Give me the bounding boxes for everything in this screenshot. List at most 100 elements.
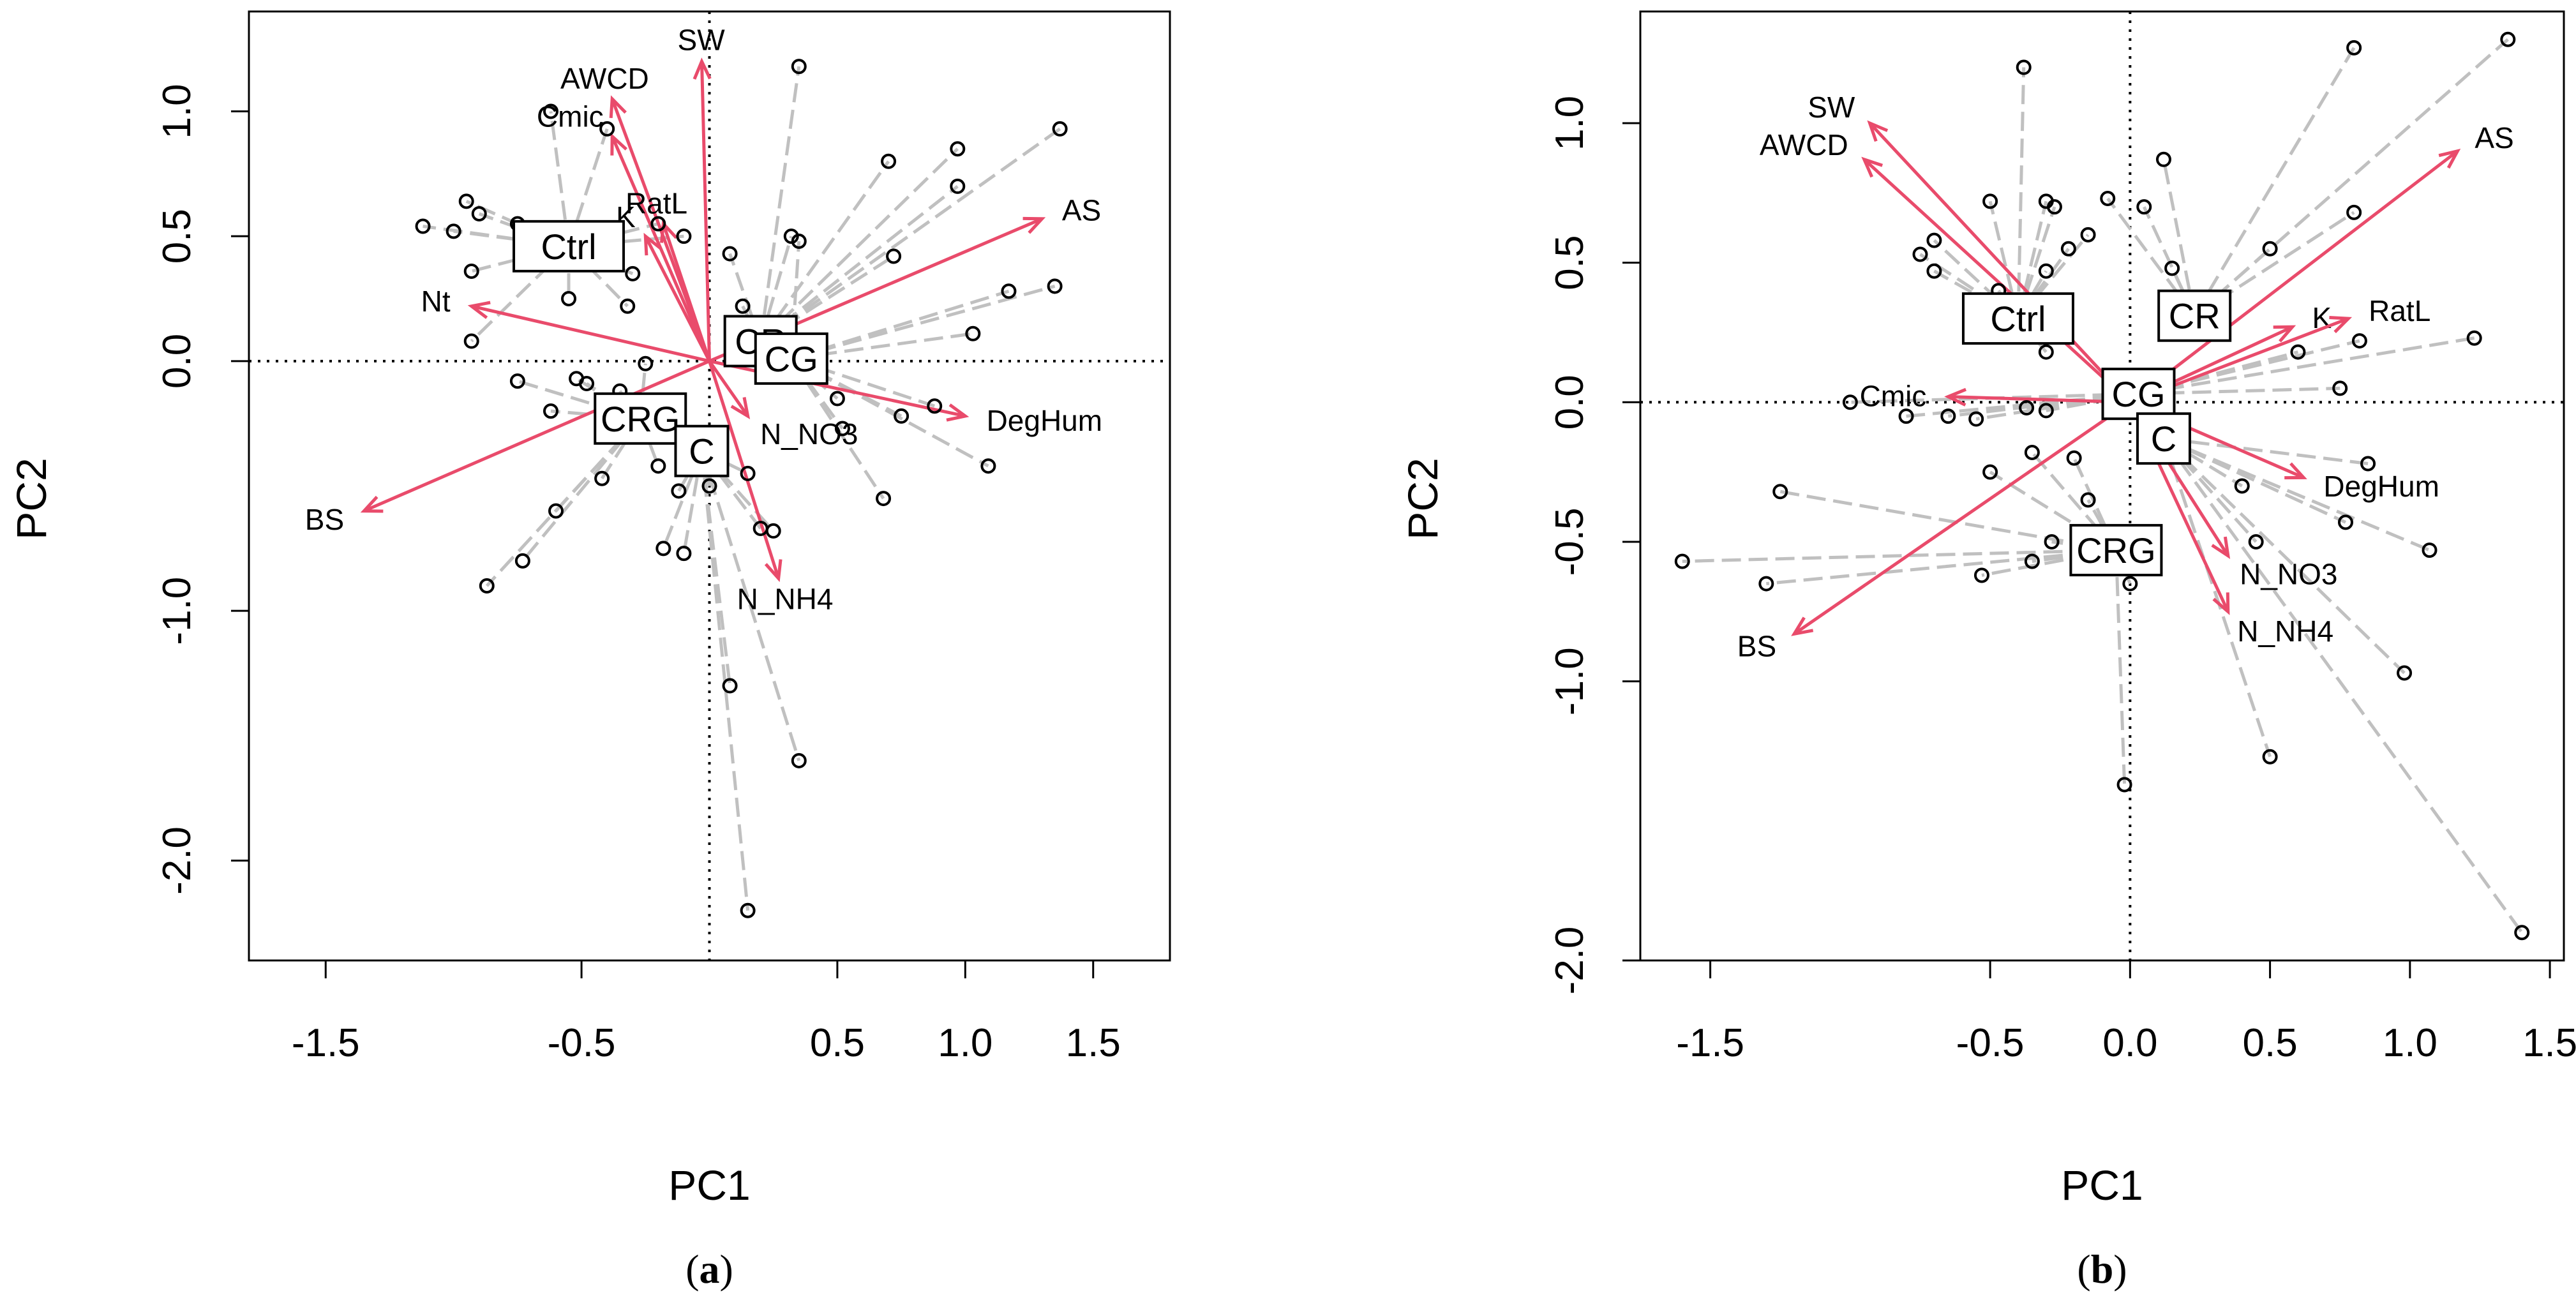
sample-point <box>2024 553 2040 569</box>
sample-point <box>2038 263 2054 279</box>
sample-point <box>2234 478 2250 494</box>
y-tick-label: -1.0 <box>155 577 199 645</box>
group-label-text: CRG <box>2076 530 2155 571</box>
y-tick-label: -1.0 <box>1548 647 1592 715</box>
sample-point <box>2397 665 2413 681</box>
sample-point <box>1940 408 1956 424</box>
x-tick-label: 0.0 <box>2102 1021 2157 1065</box>
connector-line <box>2030 451 2118 551</box>
x-axis-label: PC1 <box>2061 1161 2143 1209</box>
group-label-text: CG <box>765 339 818 379</box>
sample-point <box>638 355 654 371</box>
connector-line <box>2016 206 2056 319</box>
sample-point <box>599 121 615 137</box>
connector-line <box>567 128 609 247</box>
sample-point <box>1842 394 1858 410</box>
loading-arrow-shaft <box>1863 158 2132 404</box>
sample-point <box>2500 31 2516 47</box>
sample-point <box>561 291 577 307</box>
loading-label: AS <box>1062 193 1101 227</box>
loading-label: SW <box>678 23 726 56</box>
connector-line <box>2114 550 2127 785</box>
loading-label: RatL <box>625 186 687 220</box>
sample-point <box>2346 204 2362 220</box>
connector-line <box>2193 47 2356 317</box>
group-label-ctrl: Ctrl <box>513 220 625 273</box>
sample-point <box>594 470 610 486</box>
sample-point <box>735 298 751 314</box>
x-tick-label: -1.5 <box>292 1021 360 1065</box>
sample-point <box>2046 199 2062 215</box>
sample-point <box>1047 278 1063 294</box>
group-label-text: CR <box>2169 296 2220 336</box>
group-label-cg: CG <box>2101 368 2176 421</box>
sample-point <box>2019 400 2035 416</box>
sample-point <box>2332 380 2348 396</box>
loading-arrow-head <box>1022 216 1046 234</box>
connector-line <box>2138 336 2475 396</box>
sample-point <box>415 218 431 234</box>
sample-point <box>2038 403 2054 419</box>
loading-arrow-shaft <box>1793 401 2131 636</box>
sample-point <box>620 298 636 314</box>
sample-point <box>2100 191 2116 207</box>
sample-point <box>2044 534 2060 549</box>
connector-line <box>2016 67 2026 319</box>
loading-label: DegHum <box>2323 470 2439 503</box>
loading-arrow-sw: SW <box>678 23 726 361</box>
panel-caption: (a) <box>685 1246 733 1292</box>
loading-label: RatL <box>2369 294 2430 327</box>
group-label-box <box>2069 524 2163 577</box>
sample-point <box>479 578 495 594</box>
loading-arrow-head <box>693 57 712 80</box>
loading-arrow-as: AS <box>2129 121 2514 404</box>
loading-label: SW <box>1808 91 1855 124</box>
sample-point <box>965 325 981 341</box>
loading-arrow-nt: Nt <box>421 285 710 363</box>
loading-arrow-shaft <box>610 135 711 362</box>
sample-point <box>463 333 479 349</box>
loading-label: N_NH4 <box>2237 615 2333 648</box>
connector-line <box>759 160 890 342</box>
loading-arrow-shaft <box>2129 149 2459 404</box>
loading-arrow-head <box>467 301 491 319</box>
sample-point <box>579 376 595 392</box>
sample-point <box>2164 260 2180 276</box>
group-label-text: C <box>2151 419 2176 459</box>
sample-point <box>791 752 807 768</box>
group-label-text: Ctrl <box>1990 299 2046 339</box>
y-axis-label: PC2 <box>1399 458 1446 539</box>
loading-arrow-head <box>2329 315 2353 334</box>
sample-point <box>2351 333 2367 349</box>
sample-point <box>1898 408 1914 424</box>
group-label-text: CRG <box>601 399 680 439</box>
loading-arrow-head <box>730 396 751 419</box>
sample-point <box>2360 456 2376 472</box>
sample-point <box>740 465 756 481</box>
loading-arrow-shaft <box>700 61 711 361</box>
sample-point <box>881 153 897 169</box>
plot-frame <box>248 10 1171 962</box>
connector-line <box>517 379 641 421</box>
connector-line <box>549 111 571 247</box>
loading-arrow-deghum: DegHum <box>708 359 1102 437</box>
loading-arrow-sw: SW <box>1808 91 2132 403</box>
sample-point <box>722 246 738 262</box>
sample-point <box>1758 576 1774 592</box>
sample-point <box>791 59 807 75</box>
y-tick-label: -0.5 <box>1548 508 1592 576</box>
y-tick-label: 1.0 <box>155 84 199 138</box>
y-tick-label: -2.0 <box>1548 927 1592 995</box>
sample-point <box>829 391 845 407</box>
connector-line <box>1766 548 2116 586</box>
sample-point <box>543 103 558 119</box>
loading-arrow-head <box>2284 462 2307 480</box>
sample-point <box>1968 411 1984 427</box>
x-tick-label: 1.0 <box>938 1021 992 1065</box>
connector-line <box>1682 548 2116 564</box>
sample-point <box>950 141 966 157</box>
sample-point <box>2016 59 2032 75</box>
sample-point <box>1912 246 1928 262</box>
